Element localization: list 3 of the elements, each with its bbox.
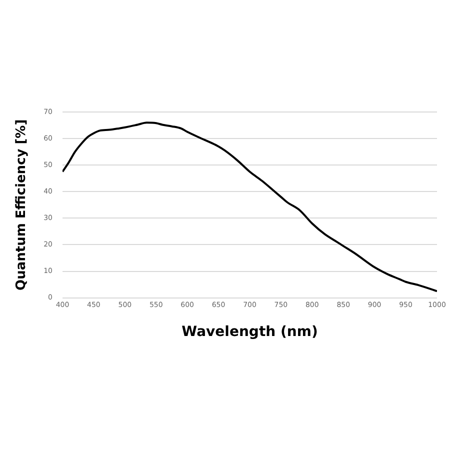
- x-axis-title: Wavelength (nm): [182, 324, 318, 340]
- y-axis-title: Quantum Efficiency [%]: [14, 119, 30, 290]
- line-series: [62, 122, 437, 292]
